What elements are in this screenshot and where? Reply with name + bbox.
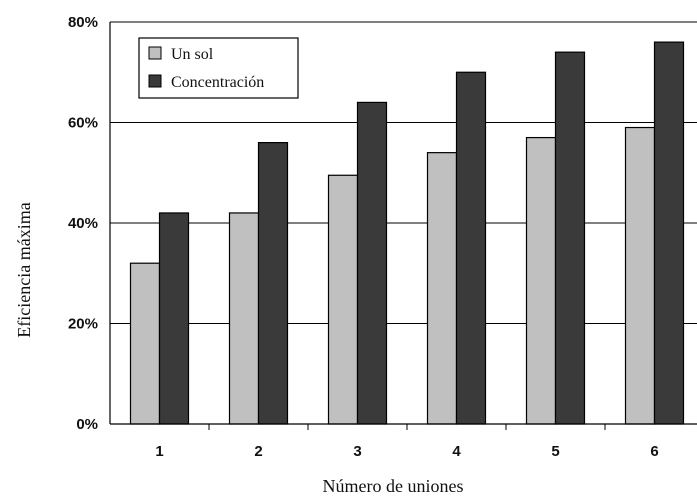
- bar-un-sol-1: [129, 262, 161, 425]
- y-tick-label: 40%: [68, 215, 98, 232]
- legend-swatch-un-sol: [148, 46, 162, 60]
- y-tick-label: 80%: [68, 14, 98, 31]
- bar-concentracion-3: [356, 101, 388, 425]
- bar-concentracion-1: [158, 212, 190, 425]
- axes: [109, 22, 697, 430]
- x-tick-label: 3: [353, 443, 361, 460]
- x-axis-title: Número de uniones: [323, 476, 464, 496]
- y-tick-label: 60%: [68, 115, 98, 132]
- legend: Un sol Concentración: [138, 37, 299, 99]
- legend-label-un-sol: Un sol: [171, 46, 214, 63]
- y-tick-label: 0%: [76, 416, 98, 433]
- x-tick-label: 1: [155, 443, 163, 460]
- gridlines: [110, 21, 697, 324]
- x-tick-label: 2: [254, 443, 262, 460]
- bar-un-sol-4: [426, 152, 458, 425]
- bar-un-sol-2: [228, 212, 260, 425]
- bar-un-sol-5: [525, 136, 557, 425]
- y-tick-label: 20%: [68, 316, 98, 333]
- y-axis-title: Eficiencia máxima: [14, 202, 34, 337]
- x-tick-labels: 1 2 3 4 5 6: [155, 443, 658, 460]
- x-tick-label: 5: [551, 443, 559, 460]
- legend-box: [138, 37, 299, 99]
- legend-swatch-concentracion: [148, 74, 162, 88]
- y-tick-labels: 0% 20% 40% 60% 80%: [68, 14, 98, 433]
- x-tick-label: 4: [452, 443, 461, 460]
- bars: [129, 41, 685, 425]
- bar-concentracion-6: [653, 41, 685, 425]
- legend-label-concentracion: Concentración: [171, 74, 264, 91]
- bar-concentracion-4: [455, 71, 487, 425]
- bar-un-sol-3: [327, 174, 359, 425]
- x-tick-label: 6: [650, 443, 658, 460]
- bar-concentracion-2: [257, 142, 289, 425]
- bar-un-sol-6: [624, 126, 656, 425]
- bar-concentracion-5: [554, 51, 586, 425]
